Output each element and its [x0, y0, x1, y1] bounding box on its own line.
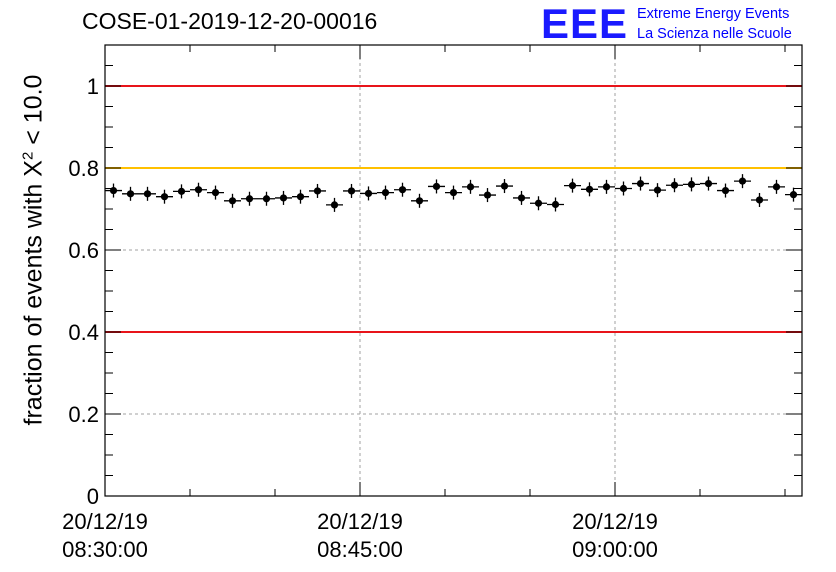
y-tick-label: 0.6: [68, 238, 99, 263]
x-tick-time: 08:45:00: [317, 537, 403, 562]
logo-caption: Extreme Energy Events La Scienza nelle S…: [637, 4, 792, 44]
data-point: [704, 179, 713, 188]
data-point: [602, 183, 611, 191]
data-point: [347, 187, 356, 195]
y-tick-label: 0: [87, 484, 99, 509]
data-point: [738, 177, 747, 185]
data-point: [449, 189, 458, 197]
data-point: [313, 187, 322, 195]
data-point: [636, 179, 645, 188]
y-tick-label: 0.2: [68, 402, 99, 427]
data-point: [483, 191, 492, 199]
data-point: [415, 197, 424, 205]
data-point: [670, 181, 679, 189]
chi-superscript: 2: [19, 151, 37, 161]
data-point: [772, 183, 781, 191]
x-tick-label: 20/12/19 09:00:00: [572, 508, 658, 564]
data-point: [143, 190, 152, 198]
x-tick-label: 20/12/19 08:30:00: [62, 508, 148, 564]
logo-line-2: La Scienza nelle Scuole: [637, 26, 792, 42]
data-point: [619, 184, 628, 193]
data-point: [466, 183, 475, 191]
data-point: [126, 190, 135, 198]
data-point: [500, 182, 509, 190]
data-point: [296, 193, 305, 201]
y-axis-label: fraction of events with X2 < 10.0: [19, 75, 48, 426]
data-point: [551, 200, 560, 209]
data-point: [330, 201, 339, 209]
y-tick-label: 0.8: [68, 156, 99, 181]
data-point: [279, 194, 288, 202]
logo-line-1: Extreme Energy Events: [637, 6, 790, 22]
eee-logo: EEE: [541, 0, 629, 47]
data-point: [585, 185, 594, 193]
data-point: [534, 199, 543, 207]
data-point: [262, 195, 271, 203]
chi-symbol: X: [19, 160, 48, 177]
x-tick-time: 08:30:00: [62, 537, 148, 562]
y-axis-label-prefix: fraction of events with: [19, 176, 48, 426]
data-point: [687, 180, 696, 188]
data-point: [517, 194, 526, 202]
data-point: [398, 186, 407, 194]
plot-frame: [104, 44, 803, 497]
data-point: [568, 182, 577, 190]
data-point: [381, 189, 390, 197]
chart-title: COSE-01-2019-12-20-00016: [82, 8, 378, 34]
data-point: [109, 186, 118, 195]
data-point: [364, 189, 373, 198]
data-point: [432, 182, 441, 191]
x-tick-date: 20/12/19: [317, 509, 403, 534]
data-point: [211, 189, 220, 197]
y-tick-label: 0.4: [68, 320, 99, 345]
y-tick-label: 1: [87, 74, 99, 99]
data-point: [653, 186, 662, 194]
data-point: [160, 193, 169, 201]
data-point: [228, 197, 237, 205]
data-point: [789, 191, 798, 199]
data-point: [755, 196, 764, 204]
x-tick-date: 20/12/19: [62, 509, 148, 534]
x-tick-date: 20/12/19: [572, 509, 658, 534]
y-axis-label-suffix: < 10.0: [19, 74, 48, 152]
x-tick-label: 20/12/19 08:45:00: [317, 508, 403, 564]
x-tick-time: 09:00:00: [572, 537, 658, 562]
data-point: [721, 186, 730, 195]
data-point: [194, 186, 203, 194]
data-point: [245, 195, 254, 203]
data-point: [177, 187, 186, 195]
